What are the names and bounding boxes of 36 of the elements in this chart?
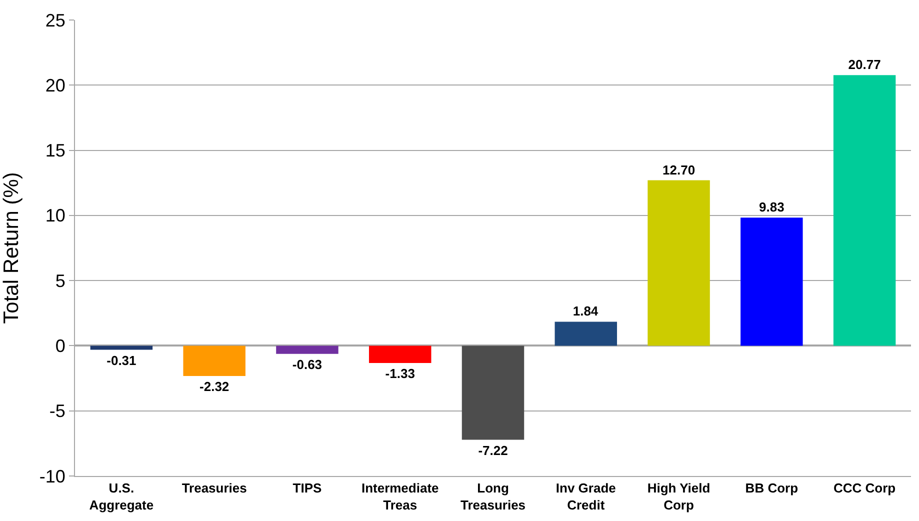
data-label: 12.70 [662, 162, 696, 178]
y-tick-label: 0 [55, 336, 66, 356]
x-tick-label: CCC Corp [834, 480, 896, 496]
x-tick-label: Long Treasuries [460, 480, 526, 512]
data-label: -0.63 [292, 356, 322, 372]
data-label: 9.83 [759, 200, 784, 215]
x-tick-label: U.S. Aggregate [89, 480, 154, 512]
y-axis-title: Total Return (%) [0, 172, 23, 324]
bar [462, 346, 524, 440]
x-tick-label: Intermediate Treas [361, 480, 439, 512]
bar [183, 346, 246, 376]
y-tick-label: 15 [45, 140, 66, 161]
bar [648, 180, 710, 346]
y-tick-label: -10 [39, 466, 66, 486]
x-tick-label: TIPS [292, 480, 322, 496]
y-tick-label: 20 [45, 75, 66, 96]
x-tick-label: Treasuries [182, 480, 247, 496]
data-label: -7.22 [478, 442, 508, 458]
data-label: 20.77 [848, 57, 881, 72]
x-tick-label: BB Corp [745, 480, 798, 496]
bar [740, 218, 803, 346]
data-label: -2.32 [200, 378, 230, 394]
data-label: -0.31 [106, 352, 136, 368]
bar [833, 75, 896, 346]
y-tick-label: -5 [49, 401, 66, 422]
data-label: -1.33 [385, 366, 415, 382]
bar [90, 346, 153, 350]
x-tick-label: Inv Grade Credit [556, 480, 616, 512]
x-tick-label: High Yield Corp [647, 480, 710, 512]
y-tick-label: 5 [55, 270, 66, 291]
y-tick-label: 10 [45, 206, 66, 226]
data-label: 1.84 [572, 304, 599, 319]
bar [276, 346, 338, 354]
bar [554, 322, 618, 346]
y-tick-label: 25 [45, 10, 66, 30]
bar [368, 346, 432, 364]
